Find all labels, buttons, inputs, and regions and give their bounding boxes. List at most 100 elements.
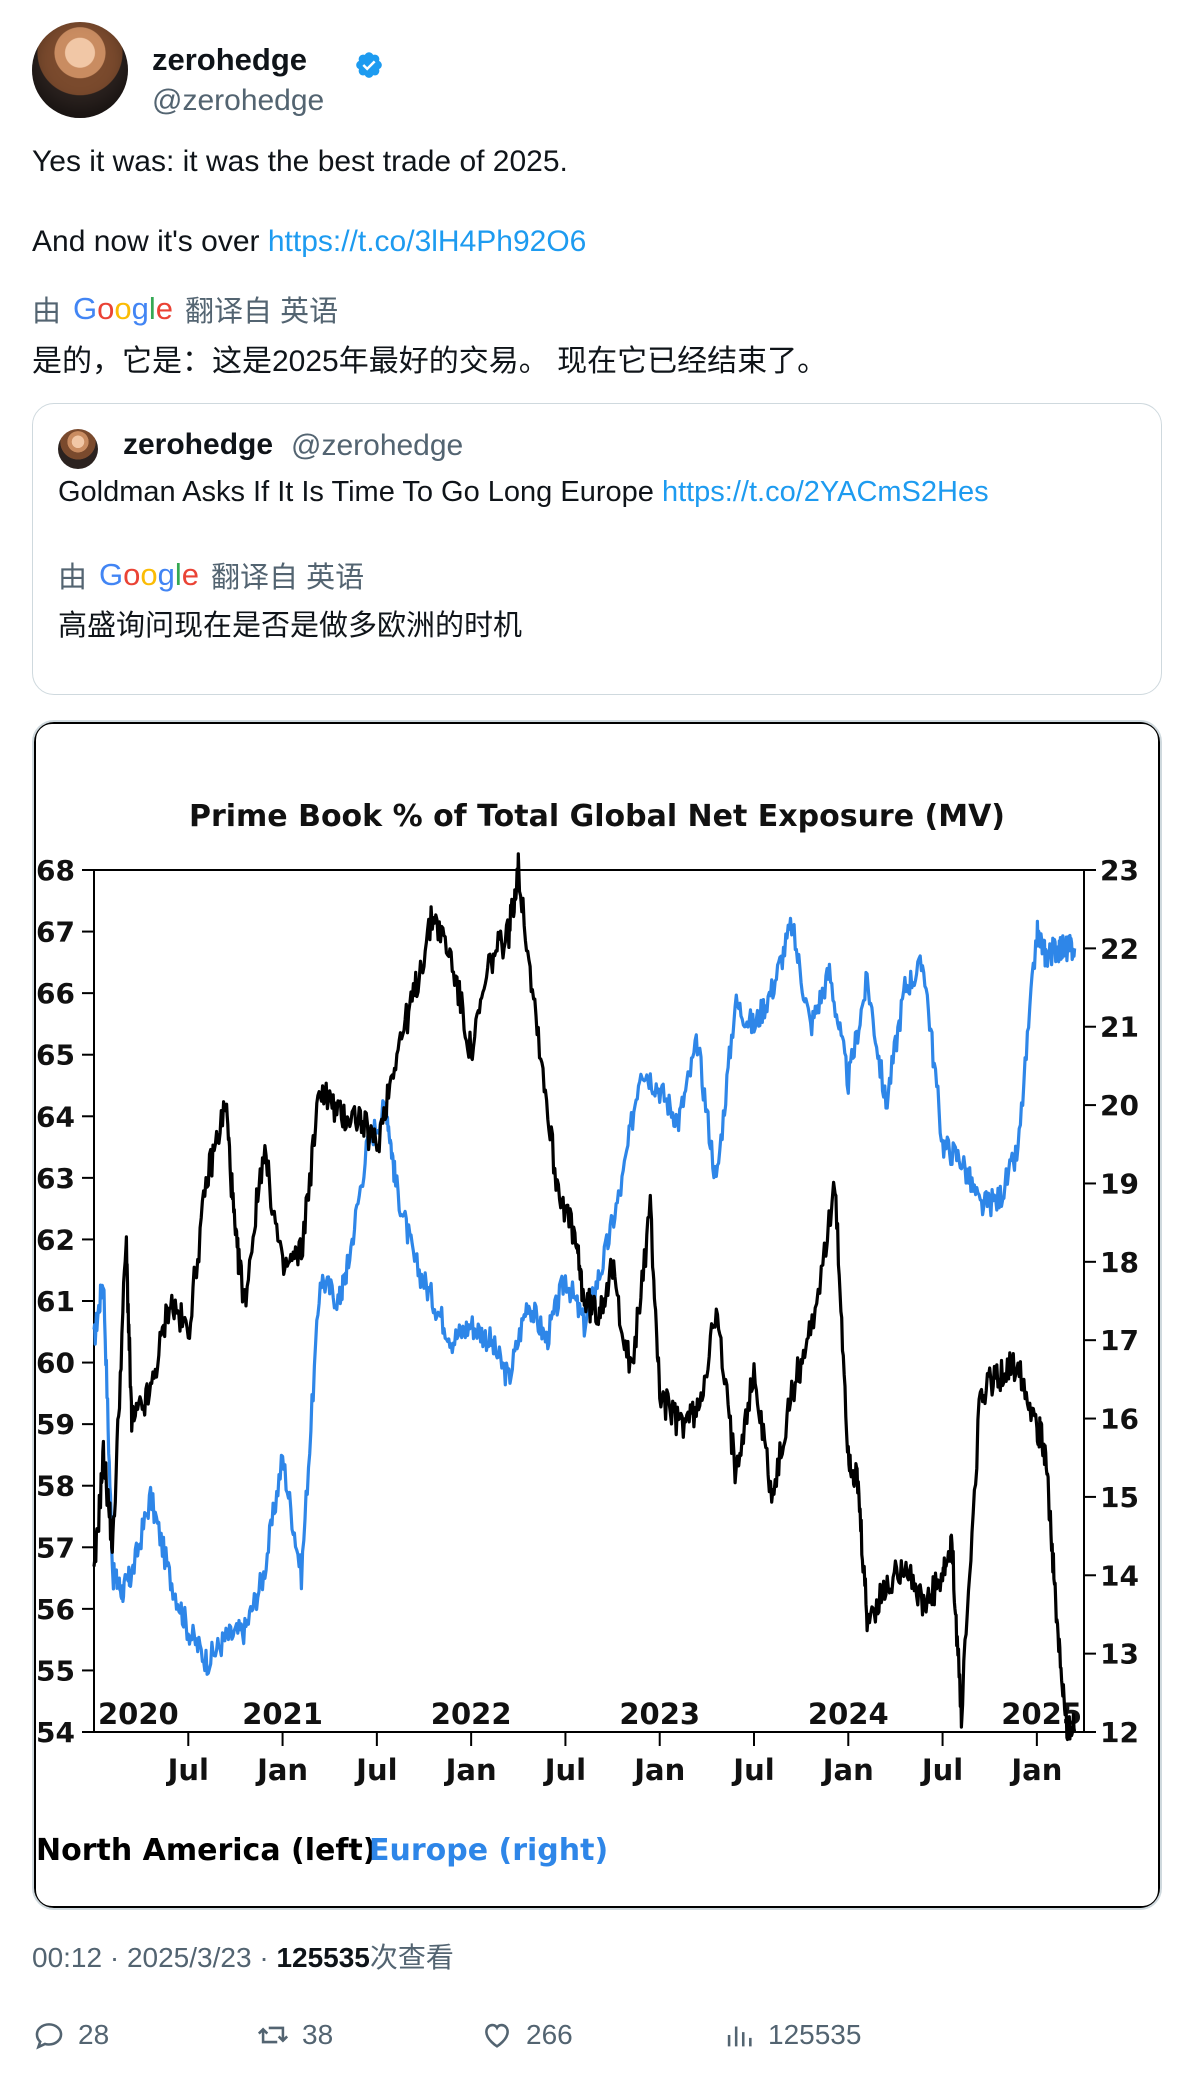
left-tick-label: 60 [36,1347,75,1380]
europe-series-line [92,916,1077,1676]
repost-button[interactable]: 38 [256,2018,333,2052]
author-avatar[interactable] [32,22,128,118]
chart-image[interactable]: Prime Book % of Total Global Net Exposur… [32,720,1162,1910]
analytics-count: 125535 [768,2019,862,2050]
left-tick-label: 58 [36,1470,75,1503]
left-tick-label: 63 [36,1162,75,1195]
legend-north-america: North America (left) [36,1833,376,1868]
tweet-header: zerohedge @zerohedge [32,22,1162,122]
right-tick-label: 17 [1100,1324,1139,1357]
month-label: Jan [444,1753,497,1787]
year-label: 2023 [619,1697,700,1731]
reply-count: 28 [78,2019,110,2050]
left-tick-label: 68 [36,854,75,887]
quoted-author-name: zerohedge [123,428,274,461]
reply-button[interactable]: 28 [32,2018,109,2052]
views-button[interactable]: 125535 [722,2018,861,2052]
month-label: Jan [632,1753,685,1787]
repost-icon [257,2026,289,2044]
verified-badge-icon [356,52,382,78]
north-america-series [92,852,1077,1742]
reply-icon [35,2023,63,2050]
right-tick-label: 13 [1100,1638,1139,1671]
chart-title: Prime Book % of Total Global Net Exposur… [189,799,1005,834]
month-label: Jul [354,1753,397,1787]
right-tick-label: 12 [1100,1716,1139,1749]
quoted-link[interactable]: https://t.co/2YACmS2Hes [661,476,989,508]
author-handle[interactable]: @zerohedge [152,84,325,117]
google-logo-icon: Google [99,557,200,592]
tweet-line-1: Yes it was: it was the best trade of 202… [32,145,568,178]
europe-series [92,916,1077,1676]
month-label: Jul [166,1753,209,1787]
left-tick-label: 57 [36,1531,75,1564]
tweet-line-2-text: And now it's over [32,225,268,258]
quoted-translate-suffix: 翻译自 英语 [211,562,365,594]
north-america-series-line [92,852,1077,1742]
quoted-author-avatar [58,429,98,469]
quoted-translate-prefix: 由 [58,562,88,594]
month-label: Jan [821,1753,874,1787]
meta-separator: · [251,1942,277,1973]
quoted-author-handle: @zerohedge [291,429,464,462]
left-tick-label: 59 [36,1408,75,1441]
tweet-metadata: 00:12 · 2025/3/23 · 125535次查看 [32,1936,454,1976]
right-tick-label: 14 [1100,1559,1139,1592]
view-count: 125535 [276,1942,370,1973]
year-label: 2024 [808,1697,889,1731]
right-tick-label: 18 [1100,1246,1139,1279]
left-tick-label: 62 [36,1223,75,1256]
month-label: Jan [255,1753,308,1787]
quoted-text-body: Goldman Asks If It Is Time To Go Long Eu… [58,476,662,508]
chart-legend: North America (left)Europe (right) [36,1833,608,1868]
tweet-actions: 28 38 266 125535 [32,2018,1162,2068]
year-label: 2022 [431,1697,512,1731]
translation-attribution: 由 Google 翻译自 英语 [32,288,338,330]
right-tick-label: 21 [1100,1011,1139,1044]
tweet-link[interactable]: https://t.co/3lH4Ph92O6 [267,225,587,258]
google-logo-icon: Google [73,291,174,326]
translate-prefix: 由 [32,296,62,328]
views-label: 次查看 [369,1942,454,1973]
right-tick-label: 19 [1100,1167,1139,1200]
tweet-body: Yes it was: it was the best trade of 202… [32,142,1152,262]
year-label: 2021 [242,1697,323,1731]
tweet-date[interactable]: 2025/3/23 [126,1942,252,1973]
month-label: Jul [731,1753,774,1787]
left-tick-label: 56 [36,1593,75,1626]
meta-separator: · [102,1942,127,1973]
right-tick-label: 20 [1100,1089,1139,1122]
chart-axes: 54 55 56 57 58 59 60 61 62 63 64 65 66 67 68 12 13 14 15 16… [36,854,1139,1787]
repost-count: 38 [302,2019,334,2050]
left-tick-label: 55 [36,1654,75,1687]
right-tick-label: 15 [1100,1481,1139,1514]
quoted-tweet[interactable]: zerohedge @zerohedge Goldman Asks If It … [32,403,1162,695]
right-tick-label: 22 [1100,932,1139,965]
right-tick-label: 23 [1100,854,1139,887]
like-button[interactable]: 266 [480,2018,573,2052]
left-tick-label: 66 [36,977,75,1010]
author-name[interactable]: zerohedge [152,42,308,77]
tweet-line-2: And now it's over https://t.co/3lH4Ph92O… [32,222,1152,262]
month-label: Jan [1009,1753,1062,1787]
chart-svg: Prime Book % of Total Global Net Exposur… [34,722,1160,1908]
analytics-icon [727,2026,752,2047]
quoted-text: Goldman Asks If It Is Time To Go Long Eu… [58,476,989,509]
quoted-translation: 高盛询问现在是否是做多欧洲的时机 [58,610,523,642]
tweet-time[interactable]: 00:12 [32,1942,103,1973]
tweet-translation: 是的，它是：这是2025年最好的交易。 现在它已经结束了。 [32,345,828,378]
translate-suffix: 翻译自 英语 [185,296,339,328]
like-count: 266 [526,2019,573,2050]
left-tick-label: 61 [36,1285,75,1318]
year-label: 2020 [98,1697,179,1731]
month-label: Jul [920,1753,963,1787]
left-tick-label: 64 [36,1100,75,1133]
legend-europe: Europe (right) [369,1833,608,1868]
month-label: Jul [543,1753,586,1787]
heart-icon [485,2023,509,2048]
right-tick-label: 16 [1100,1403,1139,1436]
left-tick-label: 54 [36,1716,75,1749]
quoted-translation-attribution: 由 Google 翻译自 英语 [58,554,364,596]
left-tick-label: 67 [36,916,75,949]
left-tick-label: 65 [36,1039,75,1072]
